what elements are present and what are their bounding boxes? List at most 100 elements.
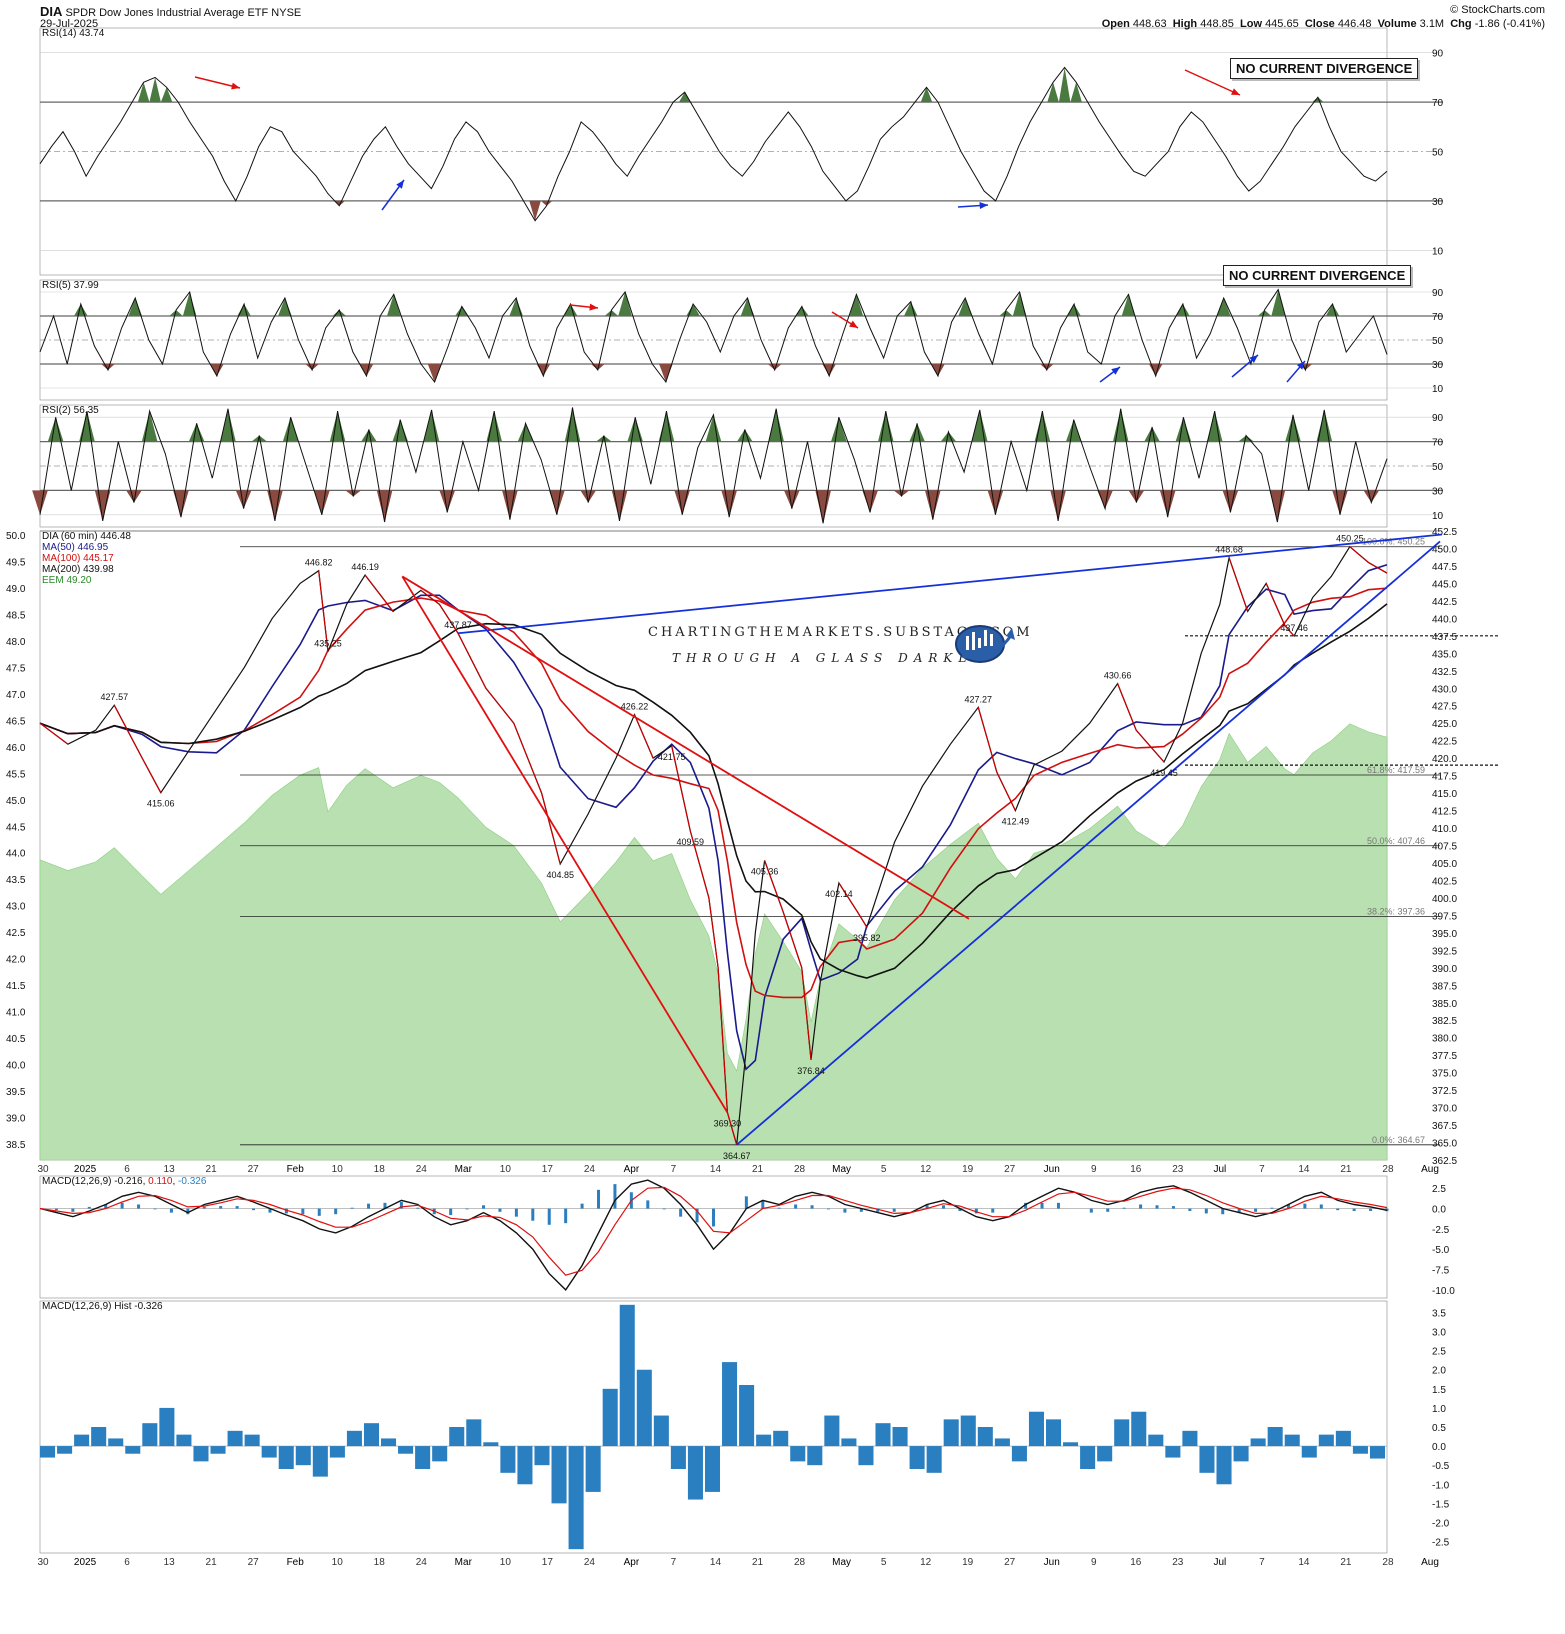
macd-inner-hist-bar (301, 1208, 305, 1215)
eem-tick-left: 43.0 (6, 902, 26, 913)
price-down-segment (1349, 546, 1369, 563)
rsi2-overbought-fill (1285, 414, 1301, 442)
x-axis-label-price: 21 (752, 1164, 764, 1175)
macd-hist-bar (568, 1446, 584, 1550)
macd-hist-bar (1148, 1434, 1164, 1447)
x-axis-label-price: 30 (37, 1164, 49, 1175)
rsi2-overbought-fill (564, 407, 581, 442)
eem-tick-left: 45.5 (6, 769, 26, 780)
rsi5-overbought-fill (740, 298, 755, 316)
price-down-segment (801, 967, 812, 1060)
rsi2-oversold-fill (1363, 490, 1380, 503)
rsi2-overbought-fill (596, 435, 612, 442)
rsi14-overbought-fill (149, 77, 161, 103)
x-axis-label-bottom: Jun (1044, 1557, 1060, 1568)
price-down-segment (856, 911, 868, 928)
price-down-segment (141, 757, 162, 793)
price-tick-right: 392.5 (1432, 946, 1457, 957)
macd-hist-bar (142, 1423, 158, 1447)
rsi5-tick-30: 30 (1432, 360, 1444, 371)
macd-hist-bar (1233, 1446, 1249, 1462)
x-axis-label-bottom: Apr (624, 1557, 640, 1568)
macd-inner-hist-bar (153, 1208, 157, 1210)
close-label: Close (1304, 18, 1335, 30)
rsi5-overbought-fill (386, 294, 401, 316)
x-axis-label-price: 19 (962, 1164, 974, 1175)
macd-hist-bar (74, 1434, 90, 1447)
x-axis-label-bottom: Aug (1421, 1557, 1439, 1568)
fib-level-label: 100.0%: 450.25 (1362, 537, 1425, 547)
x-axis-label-price: 23 (1172, 1164, 1184, 1175)
price-down-segment (457, 632, 487, 689)
macd-inner-hist-bar (1139, 1204, 1143, 1209)
support-trendline (736, 540, 1441, 1146)
macd-hist-bar (466, 1419, 482, 1447)
macd-hist-bar (1131, 1411, 1147, 1447)
x-axis-label-bottom: 30 (37, 1557, 49, 1568)
eem-tick-left: 42.5 (6, 928, 26, 939)
price-annotation: 369.30 (714, 1118, 742, 1128)
price-annotation: 402.14 (825, 889, 853, 899)
eem-legend: EEM 49.20 (42, 575, 92, 586)
eem-tick-left: 48.5 (6, 610, 26, 621)
macd-inner-hist-bar (580, 1203, 584, 1209)
macd-hist-bar (449, 1427, 465, 1447)
macd-inner-hist-bar (679, 1208, 683, 1217)
macd-inner-hist-bar (416, 1207, 420, 1209)
price-down-segment (1284, 624, 1295, 637)
rsi2-overbought-fill (768, 408, 784, 442)
x-axis-label-bottom: 7 (671, 1557, 677, 1568)
rsi5-overbought-fill (999, 310, 1013, 316)
macd-inner-hist-bar (498, 1208, 502, 1212)
rsi2-overbought-fill (1112, 408, 1129, 442)
macd-hist-bar (1182, 1430, 1198, 1447)
price-tick-right: 377.5 (1432, 1051, 1457, 1062)
x-axis-label-bottom: 14 (710, 1557, 722, 1568)
rsi5-oversold-fill (767, 364, 782, 370)
macd-inner-hist-bar (974, 1208, 978, 1214)
price-down-segment (838, 882, 858, 913)
x-axis-label-bottom: 27 (248, 1557, 260, 1568)
price-annotation: 415.06 (147, 799, 175, 809)
macd-hist-bar (790, 1446, 806, 1462)
price-legend: DIA (60 min) 446.48 (42, 531, 131, 542)
rsi5-tick-70: 70 (1432, 312, 1444, 323)
rsi5-legend: RSI(5) 37.99 (42, 280, 99, 291)
macd-inner-hist-bar (810, 1205, 814, 1209)
macd-hist-bar (108, 1438, 124, 1447)
x-axis-label-price: 16 (1130, 1164, 1142, 1175)
rsi2-tick-70: 70 (1432, 438, 1444, 449)
macd-hist-bar (517, 1446, 533, 1485)
price-tick-right: 390.0 (1432, 964, 1457, 975)
price-tick-right: 365.0 (1432, 1139, 1457, 1150)
x-axis-label-bottom: 24 (416, 1557, 428, 1568)
rsi2-overbought-fill (47, 417, 64, 442)
macd-hist-legend: MACD(12,26,9) Hist -0.326 (42, 1301, 163, 1312)
eem-tick-left: 47.5 (6, 663, 26, 674)
rsi14-tick-50: 50 (1432, 148, 1444, 159)
resistance-trendline (457, 533, 1443, 635)
x-axis-label-bottom: 17 (542, 1557, 554, 1568)
rsi2-oversold-fill (893, 490, 910, 497)
price-tick-right: 445.0 (1432, 579, 1457, 590)
open-label: Open (1101, 18, 1130, 30)
macd-hist-bar (1028, 1411, 1044, 1447)
price-annotation: 450.25 (1336, 534, 1364, 544)
price-annotation: 421.75 (658, 752, 686, 762)
fib-level-label: 61.8%: 417.59 (1367, 765, 1425, 775)
macd-tick: -7.5 (1432, 1266, 1450, 1277)
macd-hist-bar (551, 1446, 567, 1504)
macd-inner-hist-bar (794, 1204, 798, 1209)
rsi2-overbought-fill (486, 411, 503, 442)
macd-hist-bar (858, 1446, 874, 1466)
x-axis-label-price: 24 (584, 1164, 596, 1175)
rsi5-oversold-fill (305, 364, 319, 370)
price-annotation: 404.85 (546, 870, 574, 880)
price-tick-right: 382.5 (1432, 1016, 1457, 1027)
price-tick-right: 442.5 (1432, 597, 1457, 608)
macd-hist-bar (415, 1446, 431, 1469)
macd-inner-hist-bar (1056, 1202, 1060, 1209)
price-tick-right: 410.0 (1432, 824, 1457, 835)
rsi5-overbought-fill (278, 298, 292, 316)
